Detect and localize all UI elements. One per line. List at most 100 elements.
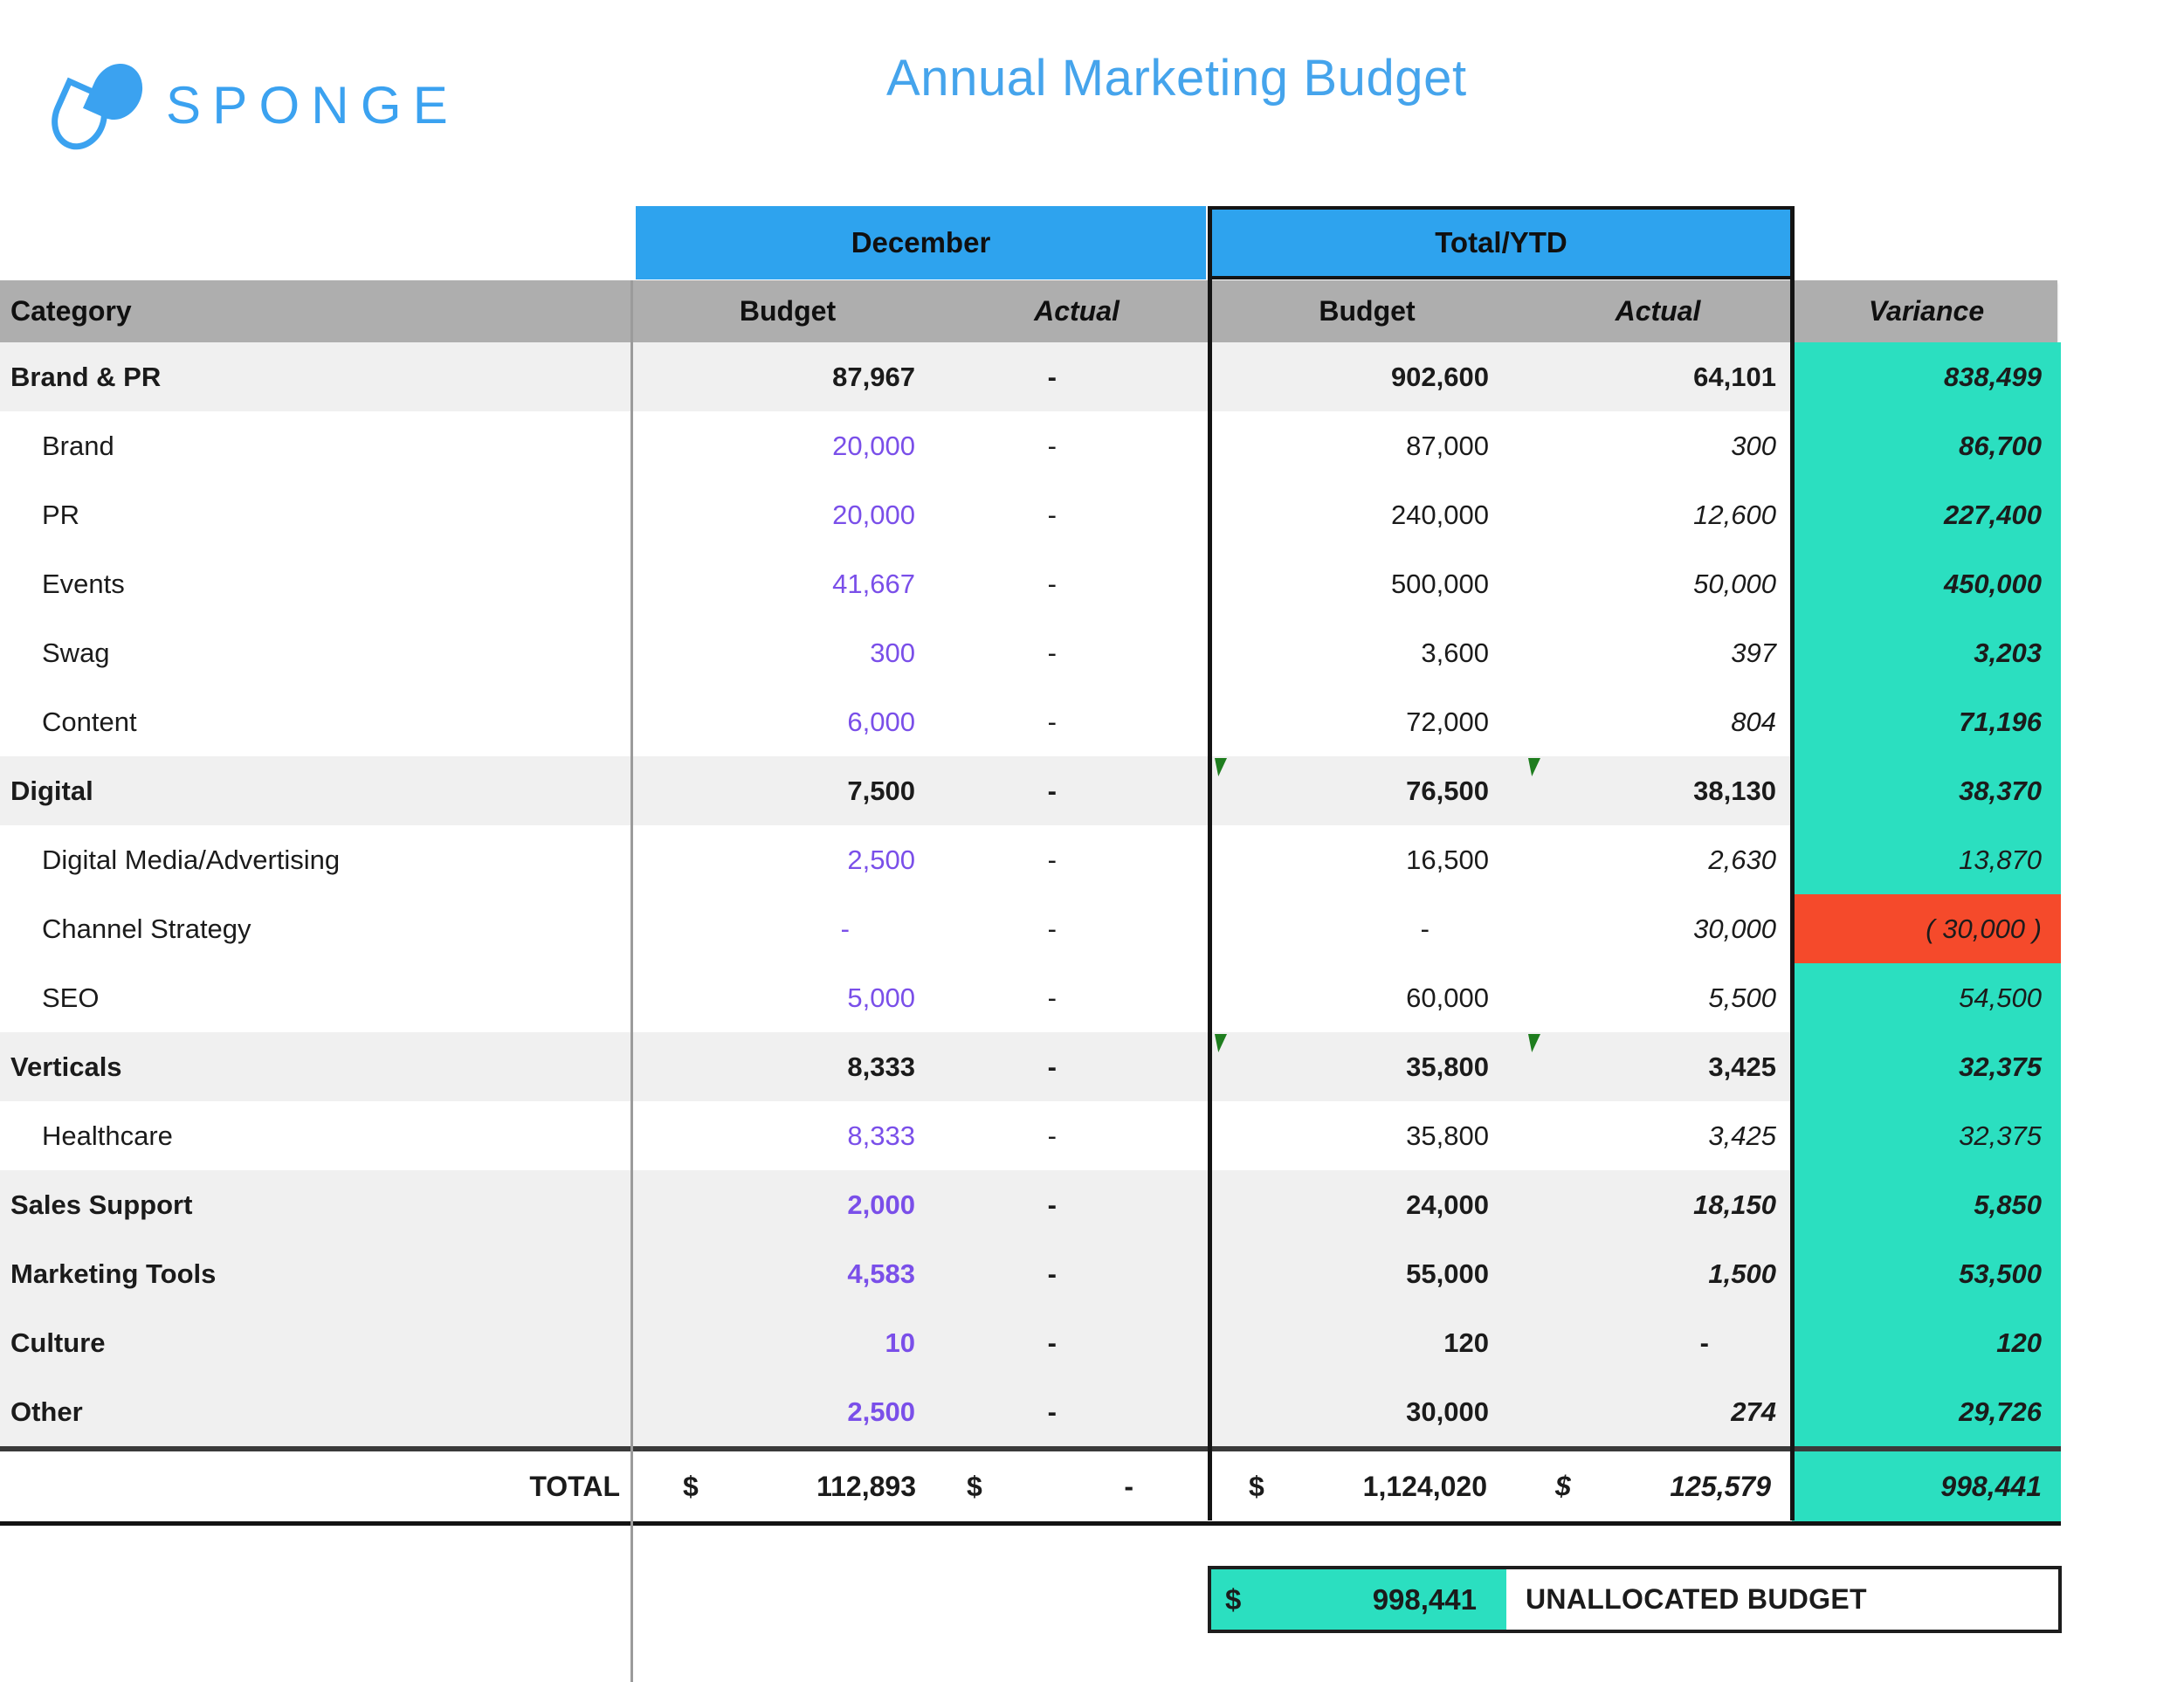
variance-value: 32,375 bbox=[1792, 1101, 2061, 1170]
december-budget-value: 20,000 bbox=[832, 430, 915, 461]
unallocated-amount-cell: $ 998,441 bbox=[1211, 1569, 1506, 1630]
december-actual-value: - bbox=[1047, 637, 1057, 668]
ytd-budget-value: 76,500 bbox=[1210, 756, 1524, 825]
variance-value: 53,500 bbox=[1792, 1239, 2061, 1308]
ytd-budget-value: 35,800 bbox=[1406, 1120, 1489, 1151]
ytd-budget-value: 35,800 bbox=[1210, 1032, 1524, 1101]
december-actual-value: - bbox=[943, 342, 1210, 411]
december-actual-value: - bbox=[1047, 1120, 1057, 1151]
december-actual-value: - bbox=[943, 1170, 1210, 1239]
category-label: Other bbox=[0, 1377, 632, 1446]
category-label: Events bbox=[42, 568, 125, 599]
december-actual-value: - bbox=[1047, 499, 1057, 530]
december-budget-value: 2,500 bbox=[847, 844, 915, 875]
december-actual-value: - bbox=[1047, 913, 1057, 944]
category-label: Verticals bbox=[0, 1032, 632, 1101]
table-row: Digital Media/Advertising 2,500 - 16,500 2,6… bbox=[0, 825, 2061, 894]
table-row: Content 6,000 - 72,000 804 71,196 bbox=[0, 687, 2061, 756]
ytd-actual-value: 38,130 bbox=[1524, 756, 1792, 825]
variance-value: 71,196 bbox=[1792, 687, 2061, 756]
ytd-budget-value: 120 bbox=[1210, 1308, 1524, 1377]
category-label: Sales Support bbox=[0, 1170, 632, 1239]
column-group-total-ytd: Total/YTD bbox=[1208, 206, 1795, 279]
december-actual-value: - bbox=[1047, 430, 1057, 461]
december-actual-value: - bbox=[1047, 982, 1057, 1013]
category-label: Digital Media/Advertising bbox=[42, 844, 341, 875]
table-row: Brand 20,000 - 87,000 300 86,700 bbox=[0, 411, 2061, 480]
variance-value: 54,500 bbox=[1792, 963, 2061, 1032]
currency-symbol: $ bbox=[1225, 1582, 1242, 1616]
december-actual-value: - bbox=[943, 1377, 1210, 1446]
ytd-budget-value: 30,000 bbox=[1210, 1377, 1524, 1446]
december-budget-value: 5,000 bbox=[847, 982, 915, 1013]
currency-symbol: $ bbox=[1555, 1470, 1571, 1502]
page-title: Annual Marketing Budget bbox=[886, 50, 1467, 107]
variance-value: 86,700 bbox=[1792, 411, 2061, 480]
logo-text: SPONGE bbox=[166, 75, 459, 134]
variance-value: 38,370 bbox=[1792, 756, 2061, 825]
december-budget-value: 87,967 bbox=[632, 342, 943, 411]
variance-value: ( 30,000 ) bbox=[1792, 894, 2061, 963]
december-actual-value: - bbox=[1047, 568, 1057, 599]
table-row: Events 41,667 - 500,000 50,000 450,000 bbox=[0, 549, 2061, 618]
table-row: Swag 300 - 3,600 397 3,203 bbox=[0, 618, 2061, 687]
category-label: Channel Strategy bbox=[42, 913, 251, 944]
ytd-actual-value: 3,425 bbox=[1708, 1120, 1776, 1151]
december-budget-value: 8,333 bbox=[847, 1120, 915, 1151]
category-label: Healthcare bbox=[42, 1120, 173, 1151]
table-body: Brand & PR 87,967-902,600 64,101 838,499 Bra… bbox=[0, 342, 2061, 1446]
total-variance: 998,441 bbox=[1792, 1451, 2061, 1521]
variance-value: 120 bbox=[1792, 1308, 2061, 1377]
ytd-actual-value: 804 bbox=[1731, 706, 1776, 737]
category-label: Culture bbox=[0, 1308, 632, 1377]
table-row: PR 20,000 - 240,000 12,600 227,400 bbox=[0, 480, 2061, 549]
app-logo: SPONGE bbox=[41, 55, 459, 159]
header-variance: Variance bbox=[1868, 295, 1985, 327]
ytd-actual-value: 397 bbox=[1731, 637, 1776, 668]
unallocated-amount: 998,441 bbox=[1372, 1582, 1477, 1616]
ytd-budget-value: 500,000 bbox=[1390, 568, 1489, 599]
table-row: Marketing Tools 4,583-55,000 1,500 53,500 bbox=[0, 1239, 2061, 1308]
table-row: Sales Support 2,000-24,000 18,150 5,850 bbox=[0, 1170, 2061, 1239]
variance-value: 227,400 bbox=[1792, 480, 2061, 549]
december-budget-value: 8,333 bbox=[632, 1032, 943, 1101]
ytd-budget-value: 16,500 bbox=[1406, 844, 1489, 875]
category-label: Brand bbox=[42, 430, 114, 461]
ytd-budget-value: 72,000 bbox=[1406, 706, 1489, 737]
variance-value: 29,726 bbox=[1792, 1377, 2061, 1446]
unallocated-budget-box: $ 998,441 UNALLOCATED BUDGET bbox=[1208, 1566, 2062, 1633]
currency-symbol: $ bbox=[967, 1470, 982, 1502]
category-label: Digital bbox=[0, 756, 632, 825]
ytd-actual-value: 274 bbox=[1524, 1377, 1792, 1446]
header-december-actual: Actual bbox=[1034, 295, 1120, 327]
ytd-budget-value: 55,000 bbox=[1210, 1239, 1524, 1308]
category-label: PR bbox=[42, 499, 80, 530]
ytd-actual-value: 64,101 bbox=[1524, 342, 1792, 411]
ytd-budget-value: 902,600 bbox=[1210, 342, 1524, 411]
december-actual-value: - bbox=[943, 1239, 1210, 1308]
ytd-right-border bbox=[1790, 206, 1795, 1520]
header-ytd-actual: Actual bbox=[1615, 295, 1701, 327]
table-row: Brand & PR 87,967-902,600 64,101 838,499 bbox=[0, 342, 2061, 411]
december-actual-value: - bbox=[943, 1308, 1210, 1377]
december-actual-value: - bbox=[943, 756, 1210, 825]
variance-value: 13,870 bbox=[1792, 825, 2061, 894]
december-actual-value: - bbox=[1047, 844, 1057, 875]
variance-value: 5,850 bbox=[1792, 1170, 2061, 1239]
comment-flag-icon bbox=[1215, 758, 1227, 776]
ytd-budget-value: 240,000 bbox=[1390, 499, 1489, 530]
ytd-left-border bbox=[1208, 206, 1212, 1520]
ytd-actual-value: 3,425 bbox=[1524, 1032, 1792, 1101]
december-budget-value: 300 bbox=[870, 637, 915, 668]
budget-table: December Total/YTD Category Budget Actua… bbox=[0, 206, 2061, 1682]
header-december-budget: Budget bbox=[739, 295, 837, 327]
total-label: TOTAL bbox=[529, 1470, 620, 1502]
december-budget-value: 6,000 bbox=[847, 706, 915, 737]
ytd-actual-value: 5,500 bbox=[1708, 982, 1776, 1013]
header-category: Category bbox=[10, 295, 132, 327]
category-label: Marketing Tools bbox=[0, 1239, 632, 1308]
december-budget-value: 41,667 bbox=[832, 568, 915, 599]
ytd-budget-value: 24,000 bbox=[1210, 1170, 1524, 1239]
ytd-actual-value: 30,000 bbox=[1693, 913, 1776, 944]
ytd-actual-value: 2,630 bbox=[1708, 844, 1776, 875]
